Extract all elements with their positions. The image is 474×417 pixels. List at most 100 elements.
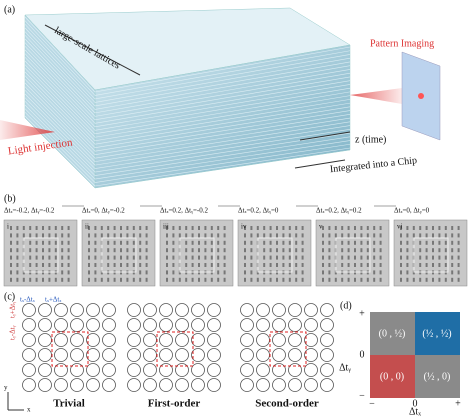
pattern-dot <box>107 233 110 238</box>
pattern-dot <box>210 277 213 282</box>
pattern-dot <box>198 255 200 260</box>
pattern-dot <box>354 240 356 245</box>
waveguide <box>86 318 100 332</box>
pattern-dot <box>113 248 116 253</box>
pattern-dot <box>88 270 90 275</box>
layer <box>24 64 96 138</box>
pattern-dot <box>354 263 356 267</box>
pattern-dot <box>432 263 434 267</box>
pattern-dot <box>400 277 402 282</box>
layer <box>24 90 96 162</box>
pattern-dot <box>132 263 135 267</box>
pattern-dot <box>61 263 64 267</box>
pattern-dot <box>328 233 331 238</box>
pattern-dot <box>328 270 331 275</box>
block-side <box>24 14 96 189</box>
layer <box>94 106 351 148</box>
waveguide <box>304 318 318 332</box>
pattern-dot <box>406 248 409 253</box>
pattern-dot <box>166 240 168 245</box>
waveguide <box>127 318 141 332</box>
pattern-dot <box>113 263 116 267</box>
pattern-dot <box>457 270 460 275</box>
layer <box>94 76 351 121</box>
pattern-dot <box>341 263 344 267</box>
layer <box>94 46 351 93</box>
waveguide <box>191 303 205 317</box>
pattern-dot <box>425 233 428 238</box>
pattern-dot <box>282 255 285 260</box>
pattern-dot <box>100 277 103 282</box>
cell-label: (0 , ½) <box>379 328 406 339</box>
waveguide <box>127 378 141 392</box>
pattern-dot <box>322 255 324 260</box>
pattern-dot <box>406 240 409 245</box>
pattern-dot <box>295 277 298 282</box>
pattern-dot <box>198 248 200 253</box>
pattern-dot <box>10 233 12 238</box>
pattern-dot <box>191 255 194 260</box>
pattern-dot <box>379 263 382 267</box>
layer <box>94 132 351 173</box>
pattern-dot <box>347 248 350 253</box>
pattern-dot <box>269 277 272 282</box>
param-label: Δtₓ=0.2, Δtᵧ=-0.2 <box>160 207 209 215</box>
roman-numeral: i <box>7 223 9 231</box>
pattern-dot <box>432 233 434 238</box>
waveguide <box>22 363 36 377</box>
axis-tick: − <box>359 390 365 401</box>
pattern-dot <box>210 248 213 253</box>
layer <box>94 117 351 159</box>
pattern-dot <box>432 240 434 245</box>
pattern-dot <box>341 226 344 230</box>
waveguide <box>272 333 286 347</box>
pattern-dot <box>223 270 226 275</box>
layer <box>24 60 96 134</box>
cell-label: (½ , 0) <box>424 371 451 382</box>
waveguide <box>38 333 52 347</box>
waveguide <box>320 378 334 392</box>
pattern-dot <box>438 248 441 253</box>
pattern-dot <box>282 233 285 238</box>
pattern-dot <box>48 277 51 282</box>
pattern-dot <box>438 255 441 260</box>
pattern-dot <box>269 248 272 253</box>
pattern-dot <box>54 263 57 267</box>
pattern-dot <box>412 233 415 238</box>
pattern-dot <box>22 233 25 238</box>
layer <box>94 84 351 128</box>
pattern-dot <box>94 233 97 238</box>
pattern-dot <box>341 240 344 245</box>
pattern-dot <box>35 248 38 253</box>
layer <box>94 99 351 142</box>
layer <box>24 108 96 180</box>
pattern-dot <box>444 248 447 253</box>
pattern-dot <box>276 277 278 282</box>
pattern-dot <box>250 277 253 282</box>
phase-cell <box>415 312 460 355</box>
imaging-label: Pattern Imaging <box>370 38 434 49</box>
pattern-dot <box>217 248 220 253</box>
pattern-dot <box>210 255 213 260</box>
pattern-dot <box>457 248 460 253</box>
layer <box>94 65 351 110</box>
pattern-dot <box>185 233 188 238</box>
pattern-dot <box>334 277 337 282</box>
waveguide <box>240 303 254 317</box>
layer <box>24 68 96 141</box>
pattern-dot <box>244 248 246 253</box>
waveguide <box>207 348 221 362</box>
pattern-dot <box>276 263 278 267</box>
pattern-dot <box>126 255 129 260</box>
pattern-dot <box>341 248 344 253</box>
layer <box>24 71 96 145</box>
pattern-dot <box>54 277 57 282</box>
pattern-dot <box>256 226 259 230</box>
pattern-inner <box>23 237 59 273</box>
pattern-dot <box>107 277 110 282</box>
pattern-dot <box>406 226 409 230</box>
pattern-dot <box>347 226 350 230</box>
panel-label: (a) <box>4 4 15 15</box>
pattern-dot <box>217 240 220 245</box>
pattern-dot <box>354 233 356 238</box>
